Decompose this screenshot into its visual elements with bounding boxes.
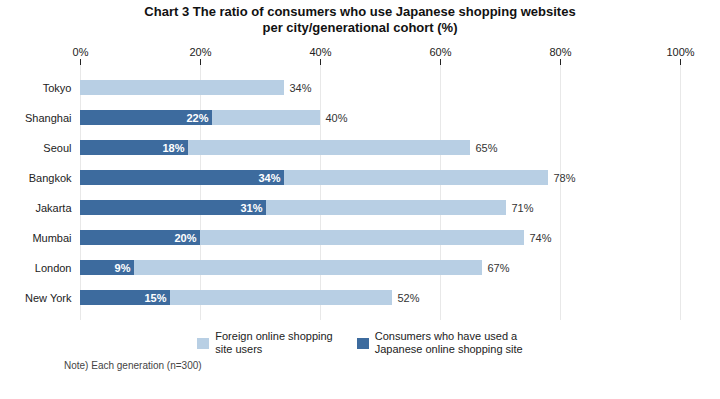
svg-text:67%: 67% (488, 262, 510, 274)
svg-text:9%: 9% (115, 262, 131, 274)
svg-text:34%: 34% (290, 82, 312, 94)
svg-text:20%: 20% (174, 232, 196, 244)
svg-text:Bangkok: Bangkok (29, 172, 72, 184)
svg-text:40%: 40% (309, 46, 331, 58)
svg-text:65%: 65% (476, 142, 498, 154)
svg-text:Shanghai: Shanghai (25, 112, 72, 124)
svg-text:20%: 20% (189, 46, 211, 58)
svg-text:New York: New York (25, 292, 72, 304)
svg-text:40%: 40% (326, 112, 348, 124)
svg-text:34%: 34% (258, 172, 280, 184)
svg-text:71%: 71% (512, 202, 534, 214)
html-text:Consumers who have used a Japa: Consumers who have used a Japanese onlin… (374, 330, 523, 355)
html-text:Chart 3 The ratio of consumers: Chart 3 The ratio of consumers who use J… (144, 4, 576, 35)
svg-text:31%: 31% (240, 202, 262, 214)
html-text:Note) Each generation (n=300): Note) Each generation (n=300) (64, 360, 202, 371)
svg-text:74%: 74% (530, 232, 552, 244)
svg-text:London: London (35, 262, 72, 274)
svg-text:100%: 100% (666, 46, 694, 58)
svg-text:0%: 0% (73, 46, 89, 58)
svg-text:Mumbai: Mumbai (32, 232, 71, 244)
svg-text:60%: 60% (429, 46, 451, 58)
svg-text:Seoul: Seoul (43, 142, 71, 154)
svg-text:52%: 52% (398, 292, 420, 304)
svg-text:78%: 78% (554, 172, 576, 184)
svg-text:Tokyo: Tokyo (43, 82, 72, 94)
svg-text:22%: 22% (186, 112, 208, 124)
html-text:Foreign online shopping site u: Foreign online shopping site users (215, 330, 333, 355)
svg-text:15%: 15% (144, 292, 166, 304)
svg-text:18%: 18% (162, 142, 184, 154)
svg-text:Jakarta: Jakarta (35, 202, 72, 214)
svg-text:80%: 80% (549, 46, 571, 58)
